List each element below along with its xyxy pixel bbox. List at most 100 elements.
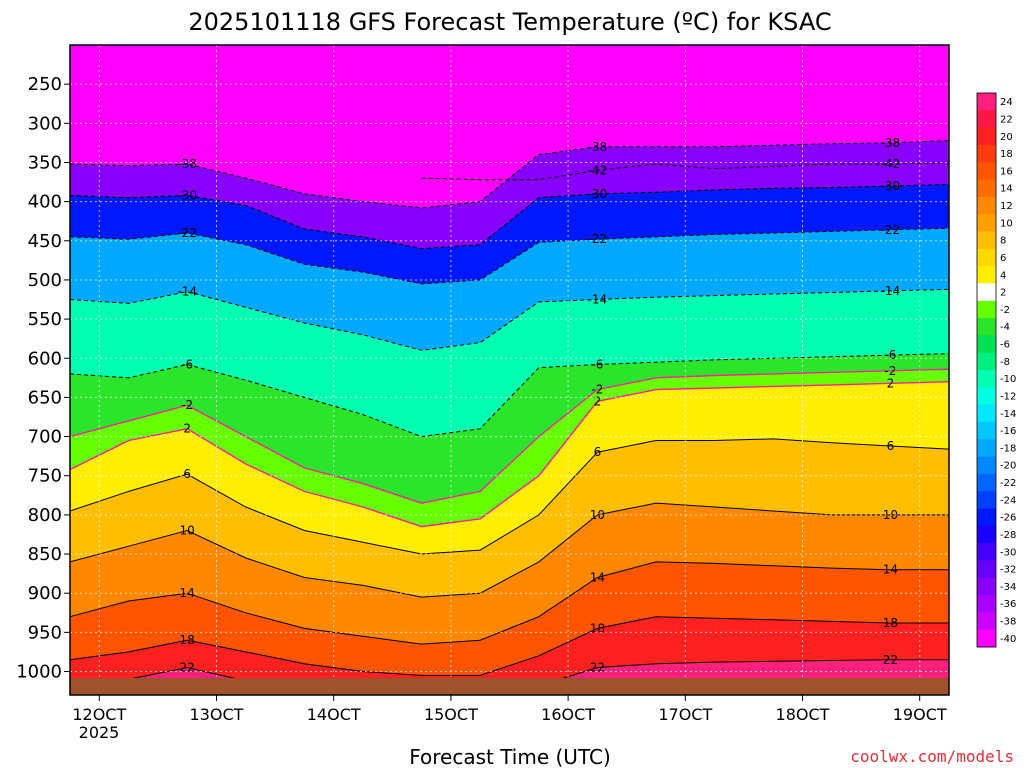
- x-tick-label: 12OCT: [72, 705, 126, 724]
- colorbar-label: -16: [1000, 426, 1016, 437]
- colorbar-swatch: [977, 491, 996, 509]
- colorbar-label: -6: [1000, 340, 1010, 351]
- colorbar-label: 2: [1000, 288, 1006, 299]
- isotherm-label: -14: [881, 284, 901, 298]
- x-tick-label: 14OCT: [307, 705, 361, 724]
- y-tick-label: 500: [28, 270, 62, 291]
- y-tick-label: 350: [28, 152, 62, 173]
- isotherm-label: 14: [883, 563, 898, 577]
- colorbar-swatch: [977, 612, 996, 631]
- isotherm-label: -22: [177, 226, 197, 240]
- colorbar-swatch: [977, 300, 996, 319]
- isotherm-label: -6: [591, 358, 603, 372]
- isotherm-label: 18: [180, 633, 195, 647]
- colorbar-swatch: [977, 473, 996, 492]
- colorbar-label: -8: [1000, 357, 1010, 368]
- y-tick-label: 800: [28, 505, 62, 526]
- x-tick-label: 19OCT: [893, 705, 947, 724]
- colorbar-label: 22: [1000, 115, 1013, 126]
- isotherm-label: -14: [177, 285, 197, 299]
- isotherm-label: 22: [180, 661, 195, 675]
- y-tick-label: 900: [28, 583, 62, 604]
- isotherm-line--42: [421, 162, 950, 181]
- isotherm-label: 14: [590, 571, 605, 585]
- isotherm-label: 14: [180, 586, 195, 600]
- isotherm-label: -42: [881, 157, 901, 171]
- y-tick-label: 400: [28, 192, 62, 213]
- colorbar-swatch: [977, 144, 996, 163]
- isotherm-label: 6: [594, 445, 602, 459]
- isotherm-label: -2: [884, 364, 896, 378]
- y-tick-label: 850: [28, 544, 62, 565]
- colorbar-swatch: [977, 370, 996, 388]
- plot-area: -42 -42-38-38 -38-30 -30-30-22 -22-22-14-14-…: [69, 44, 950, 696]
- grid-layer: [70, 45, 949, 695]
- isotherm-label: 18: [590, 621, 605, 635]
- isotherm-label: 22: [590, 661, 605, 675]
- isotherm-line-10: [69, 502, 949, 598]
- isotherm-label: -42: [588, 163, 608, 177]
- x-axis-label: Forecast Time (UTC): [409, 745, 611, 768]
- colorbar-label: -28: [1000, 530, 1016, 541]
- colorbar-label: -38: [1000, 617, 1016, 628]
- isotherm-label: -22: [588, 232, 608, 246]
- x-axis-year: 2025: [79, 723, 120, 742]
- y-tick-label: 450: [28, 231, 62, 252]
- isotherm-label: 18: [883, 616, 898, 630]
- x-tick-label: 17OCT: [658, 705, 712, 724]
- y-tick-label: 250: [28, 74, 62, 95]
- colorbar-label: 16: [1000, 166, 1013, 177]
- colorbar-swatch: [977, 214, 996, 232]
- y-tick-label: 950: [28, 622, 62, 643]
- colorbar-swatch: [977, 110, 996, 129]
- y-tick-label: 300: [28, 113, 62, 134]
- colorbar-label: 18: [1000, 149, 1013, 160]
- y-tick-label: 750: [28, 466, 62, 487]
- isotherm-label: -6: [884, 348, 896, 362]
- colorbar-swatch: [977, 421, 996, 440]
- isotherm-label: -30: [588, 187, 608, 201]
- colorbar-swatch: [977, 629, 996, 648]
- isotherm-label: -2: [181, 398, 193, 412]
- isotherm-line--22: [69, 227, 950, 285]
- ground-bar: [70, 678, 949, 695]
- colorbar-swatch: [977, 179, 996, 198]
- colorbar-swatch: [977, 456, 996, 475]
- colorbar-swatch: [977, 266, 996, 284]
- colorbar-label: -40: [1000, 634, 1016, 645]
- y-tick-label: 650: [28, 387, 62, 408]
- colorbar-swatch: [977, 525, 996, 544]
- colorbar-swatch: [977, 196, 996, 215]
- colorbar-label: -20: [1000, 461, 1016, 472]
- colorbar-swatch: [977, 162, 996, 181]
- colorbar-label: -12: [1000, 392, 1016, 403]
- colorbar-label: -34: [1000, 582, 1016, 593]
- colorbar-label: -4: [1000, 322, 1010, 333]
- isotherm-label: 10: [590, 508, 605, 522]
- y-tick-label: 550: [28, 309, 62, 330]
- colorbar-swatch: [977, 508, 996, 527]
- colorbar-swatch: [977, 248, 996, 267]
- colorbar-swatch: [977, 283, 996, 302]
- isotherm-label: -22: [881, 223, 901, 237]
- isotherm-label: 10: [180, 524, 195, 538]
- colorbar-label: -18: [1000, 443, 1016, 454]
- colorbar-label: 12: [1000, 201, 1013, 212]
- credit-text: coolwx.com/models: [850, 747, 1014, 766]
- isotherm-label: 6: [887, 439, 895, 453]
- colorbar-label: 4: [1000, 270, 1006, 281]
- colorbar-label: -10: [1000, 374, 1016, 385]
- colorbar-swatch: [977, 335, 996, 354]
- isotherm-label: -38: [881, 136, 901, 150]
- colorbar-label: -24: [1000, 495, 1016, 506]
- colorbar-swatch: [977, 387, 996, 406]
- x-tick-label: 15OCT: [424, 705, 478, 724]
- isotherm-label: -14: [588, 293, 608, 307]
- colorbar-swatch: [977, 439, 996, 458]
- colorbar-swatch: [977, 127, 996, 146]
- y-tick-label: 1000: [16, 662, 62, 683]
- y-tick-label: 700: [28, 427, 62, 448]
- colorbar-label: -22: [1000, 478, 1016, 489]
- chart-title: 2025101118 GFS Forecast Temperature (ºC)…: [188, 8, 831, 36]
